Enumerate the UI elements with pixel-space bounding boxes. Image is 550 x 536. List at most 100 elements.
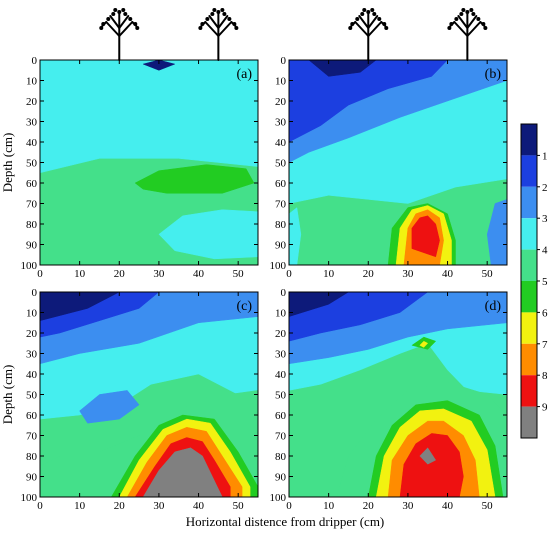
y-tick-label: 50 [275, 158, 287, 170]
y-tick-label: 70 [275, 431, 287, 443]
y-tick-label: 50 [26, 158, 38, 170]
x-tick-label: 30 [153, 500, 165, 512]
x-tick-label: 0 [286, 268, 292, 280]
y-tick-label: 60 [275, 410, 287, 422]
contour-region-level-9 [399, 433, 464, 497]
y-tick-label: 20 [26, 96, 38, 108]
y-tick-label: 10 [275, 76, 287, 88]
tree-icon [99, 8, 140, 61]
colorbar-swatch [521, 186, 537, 219]
y-tick-label: 70 [275, 199, 287, 211]
colorbar-tick-label: 9 [542, 402, 548, 414]
y-tick-label: 30 [26, 349, 38, 361]
y-tick-label: 0 [281, 55, 287, 67]
x-tick-label: 10 [323, 500, 335, 512]
colorbar-tick-label: 4 [542, 245, 548, 257]
x-tick-label: 20 [363, 500, 375, 512]
x-tick-label: 30 [402, 268, 414, 280]
x-tick-label: 50 [482, 500, 494, 512]
y-tick-label: 30 [26, 117, 38, 129]
y-tick-label: 80 [26, 219, 38, 231]
y-tick-label: 30 [275, 349, 287, 361]
panel-label: (b) [485, 67, 502, 82]
colorbar-swatch [521, 124, 537, 156]
colorbar-swatch [521, 218, 537, 250]
y-tick-label: 70 [26, 199, 38, 211]
colorbar-tick-label: 1 [542, 150, 548, 162]
x-tick-label: 0 [37, 500, 43, 512]
contour-region-level-2 [289, 60, 448, 143]
y-tick-label: 60 [26, 178, 38, 190]
contour-region-level-9 [411, 215, 440, 258]
contour-region-level-7 [419, 340, 428, 348]
x-tick-label: 50 [233, 268, 245, 280]
contour-region-level-1 [289, 292, 349, 317]
x-tick-label: 40 [442, 268, 454, 280]
colorbar-swatch [521, 406, 537, 438]
contour-region-level-4 [158, 209, 258, 260]
y-tick-label: 40 [275, 137, 287, 149]
panel-d: 0 10 20 30 40 50 0 10 20 30 40 50 60 70 80 90 100 (d) [270, 287, 508, 512]
y-tick-label: 40 [26, 137, 38, 149]
y-tick-label: 50 [275, 390, 287, 402]
x-tick-label: 20 [363, 268, 375, 280]
y-tick-label: 0 [32, 55, 38, 67]
colorbar-tick-label: 7 [542, 339, 548, 351]
colorbar-swatch [521, 155, 537, 187]
y-tick-label: 40 [26, 369, 38, 381]
colorbar-tick-label: 5 [542, 276, 548, 288]
colorbar-swatch [521, 312, 537, 344]
contour-region-level-3 [486, 199, 507, 265]
contour-region-level-10 [142, 447, 223, 497]
x-tick-label: 10 [74, 268, 86, 280]
x-tick-label: 0 [286, 500, 292, 512]
contour-region-level-4 [289, 207, 302, 265]
panel-b: 0 10 20 30 40 50 0 10 20 30 40 50 60 70 80 90 100 (b) [270, 8, 508, 280]
y-tick-label: 80 [275, 451, 287, 463]
contour-region-level-3 [79, 390, 140, 424]
y-tick-label: 30 [275, 117, 287, 129]
colorbar-tick-label: 2 [542, 182, 548, 194]
x-tick-label: 30 [402, 500, 414, 512]
y-tick-label: 20 [275, 96, 287, 108]
x-tick-label: 40 [193, 500, 205, 512]
contour-region-level-1 [142, 60, 176, 71]
x-tick-label: 50 [233, 500, 245, 512]
y-tick-label: 10 [26, 308, 38, 320]
contour-region-level-4 [40, 60, 258, 174]
x-tick-label: 30 [153, 268, 165, 280]
panel-a: 0 10 20 30 40 50 0 10 20 30 40 50 60 70 80 90 100 Depth (… [0, 8, 259, 280]
colorbar-tick-label: 6 [542, 307, 548, 319]
x-tick-label: 40 [442, 500, 454, 512]
y-tick-label: 0 [32, 287, 38, 299]
y-tick-label: 60 [275, 178, 287, 190]
y-tick-label: 100 [21, 492, 38, 504]
colorbar-swatch [521, 281, 537, 313]
x-tick-label: 10 [323, 268, 335, 280]
y-tick-label: 70 [26, 431, 38, 443]
y-axis-label: Depth (cm) [0, 365, 15, 425]
x-axis-label: Horizontal distence from dripper (cm) [186, 514, 385, 529]
y-tick-label: 20 [26, 328, 38, 340]
x-tick-label: 20 [114, 500, 126, 512]
colorbar-tick-label: 8 [542, 370, 548, 382]
y-tick-label: 80 [275, 219, 287, 231]
y-tick-label: 40 [275, 369, 287, 381]
y-tick-label: 100 [270, 492, 287, 504]
panel-label: (a) [236, 67, 252, 82]
tree-icon [348, 8, 389, 61]
y-axis-label: Depth (cm) [0, 133, 15, 193]
y-tick-label: 90 [275, 240, 287, 252]
y-tick-label: 90 [275, 472, 287, 484]
y-tick-label: 90 [26, 472, 38, 484]
y-tick-label: 10 [275, 308, 287, 320]
y-tick-label: 100 [21, 260, 38, 272]
tree-icon [198, 8, 239, 61]
contour-region-level-1 [308, 60, 377, 77]
x-tick-label: 0 [37, 268, 43, 280]
colorbar-swatch [521, 375, 537, 407]
y-tick-label: 0 [281, 287, 287, 299]
panel-label: (d) [485, 299, 502, 314]
